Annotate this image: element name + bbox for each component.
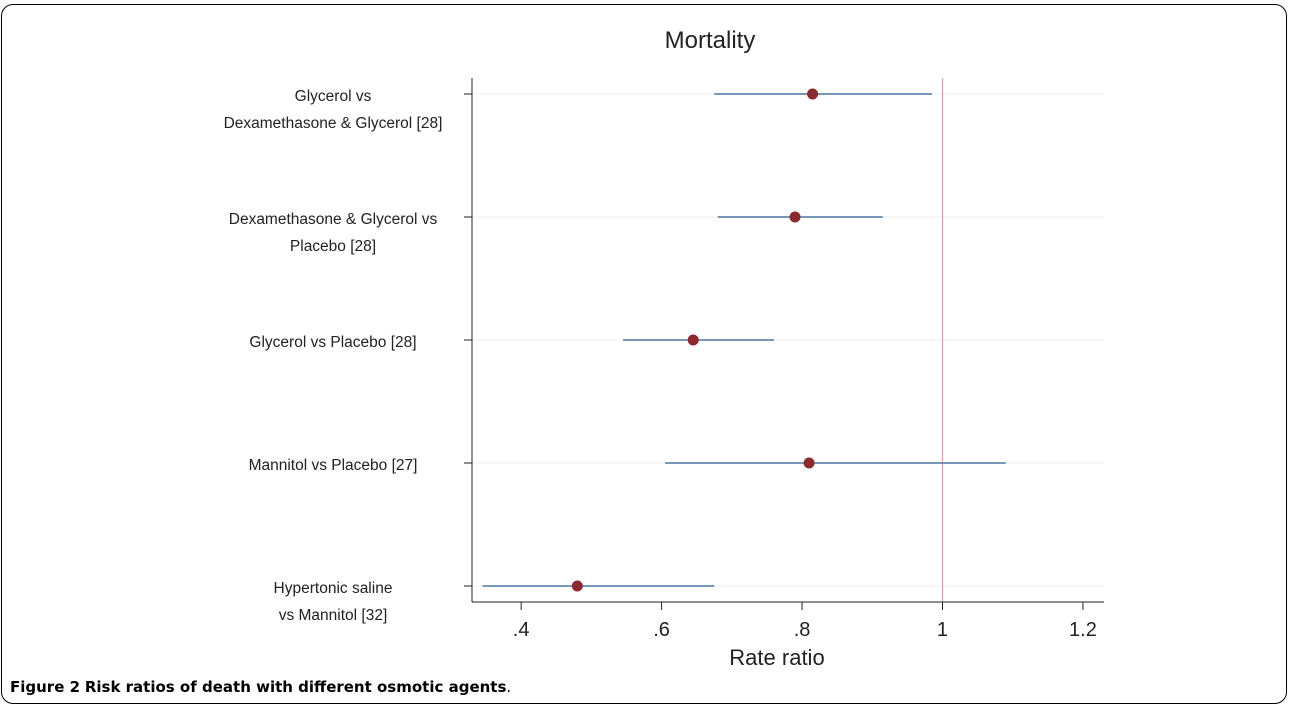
x-tick-label-1: .4 [513, 619, 530, 641]
figure-frame [1, 4, 1287, 704]
study-label-2: Placebo [28] [290, 238, 376, 255]
study-label-3: Glycerol vs Placebo [28] [249, 334, 416, 351]
x-tick-label-4: 1 [937, 619, 948, 641]
study-label-5: Hypertonic saline [274, 580, 393, 597]
point-estimate-5 [571, 580, 583, 592]
caption-text: Risk ratios of death with different osmo… [84, 678, 507, 696]
point-estimates [571, 88, 819, 592]
study-label-1: Dexamethasone & Glycerol [28] [224, 115, 443, 132]
x-ticks: .4 .6 .8 1 1.2 [513, 602, 1097, 641]
study-label-4: Mannitol vs Placebo [27] [249, 457, 418, 474]
x-axis-label: Rate ratio [729, 645, 824, 670]
y-ticks [464, 93, 472, 587]
x-tick-label-2: .6 [653, 619, 670, 641]
point-estimate-2 [789, 211, 801, 223]
study-labels: Glycerol vs Dexamethasone & Glycerol [28]… [224, 88, 443, 624]
grid-lines [472, 93, 1104, 587]
chart-title: Mortality [665, 27, 756, 54]
figure-caption: Figure 2 Risk ratios of death with diffe… [10, 678, 511, 696]
point-estimate-1 [807, 88, 819, 100]
caption-end: . [506, 678, 512, 696]
caption-label: Figure 2 [10, 678, 81, 696]
study-label-5: vs Mannitol [32] [279, 607, 388, 624]
x-tick-label-5: 1.2 [1069, 619, 1097, 641]
point-estimate-3 [687, 334, 699, 346]
point-estimate-4 [803, 457, 815, 469]
x-tick-label-3: .8 [794, 619, 811, 641]
study-label-1: Glycerol vs [295, 88, 372, 105]
study-label-2: Dexamethasone & Glycerol vs [229, 211, 438, 228]
